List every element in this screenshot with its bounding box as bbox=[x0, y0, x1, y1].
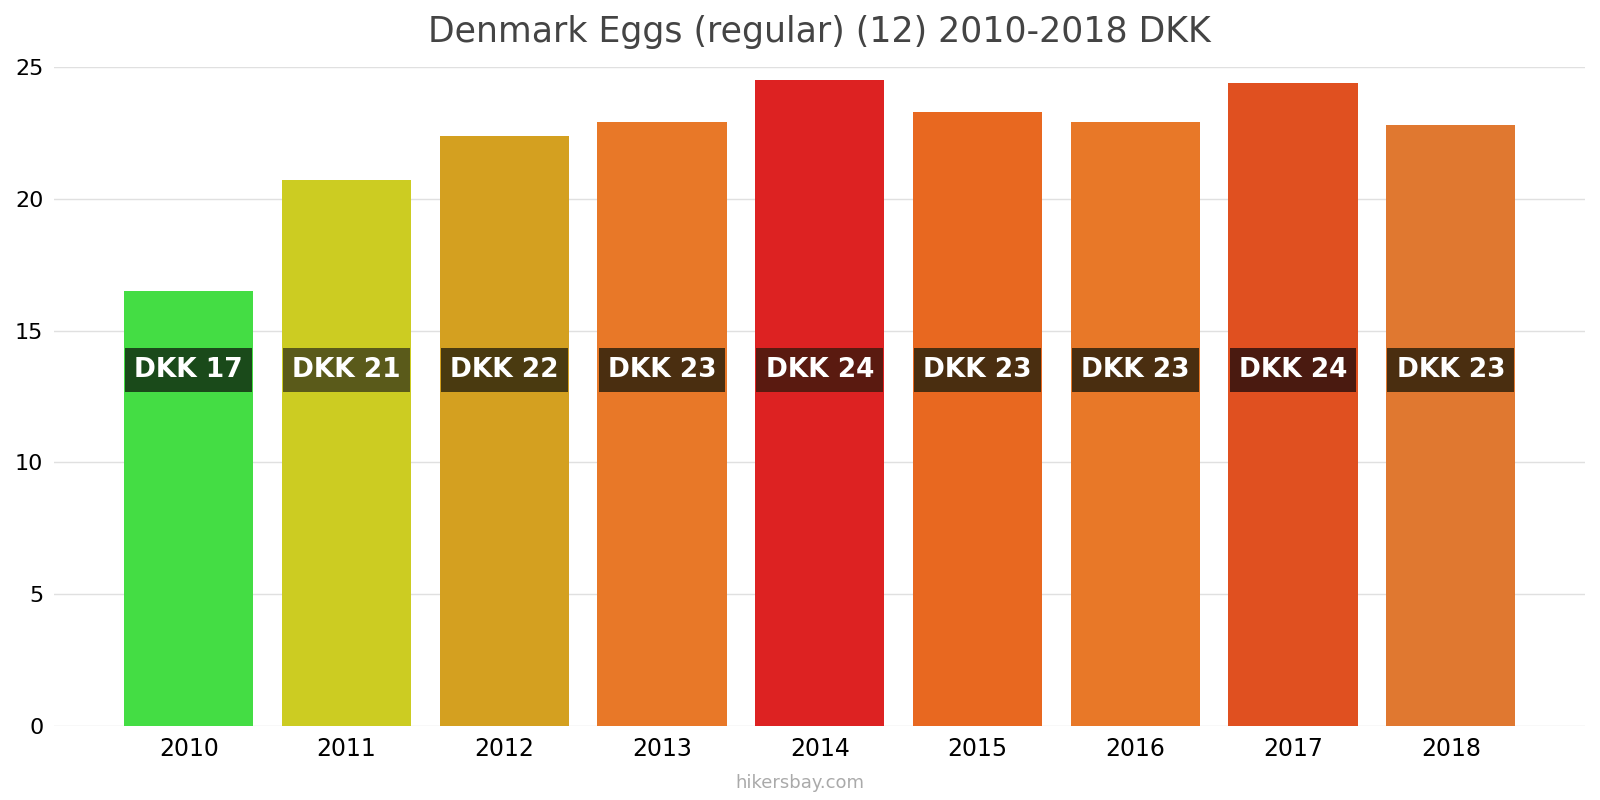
Text: DKK 17: DKK 17 bbox=[134, 357, 243, 383]
Text: DKK 22: DKK 22 bbox=[450, 357, 558, 383]
Text: DKK 24: DKK 24 bbox=[1238, 357, 1347, 383]
Bar bbox=[1070, 122, 1200, 726]
Text: DKK 24: DKK 24 bbox=[765, 357, 874, 383]
Bar bbox=[914, 112, 1042, 726]
Title: Denmark Eggs (regular) (12) 2010-2018 DKK: Denmark Eggs (regular) (12) 2010-2018 DK… bbox=[429, 15, 1211, 49]
Text: DKK 23: DKK 23 bbox=[1397, 357, 1506, 383]
Text: DKK 23: DKK 23 bbox=[1082, 357, 1189, 383]
Text: DKK 23: DKK 23 bbox=[608, 357, 717, 383]
Bar bbox=[597, 122, 726, 726]
Text: DKK 21: DKK 21 bbox=[293, 357, 400, 383]
Bar bbox=[282, 180, 411, 726]
Text: hikersbay.com: hikersbay.com bbox=[736, 774, 864, 792]
Text: DKK 23: DKK 23 bbox=[923, 357, 1032, 383]
Bar bbox=[1386, 125, 1515, 726]
Bar bbox=[125, 291, 253, 726]
Bar bbox=[755, 80, 885, 726]
Bar bbox=[440, 135, 570, 726]
Bar bbox=[1229, 83, 1358, 726]
